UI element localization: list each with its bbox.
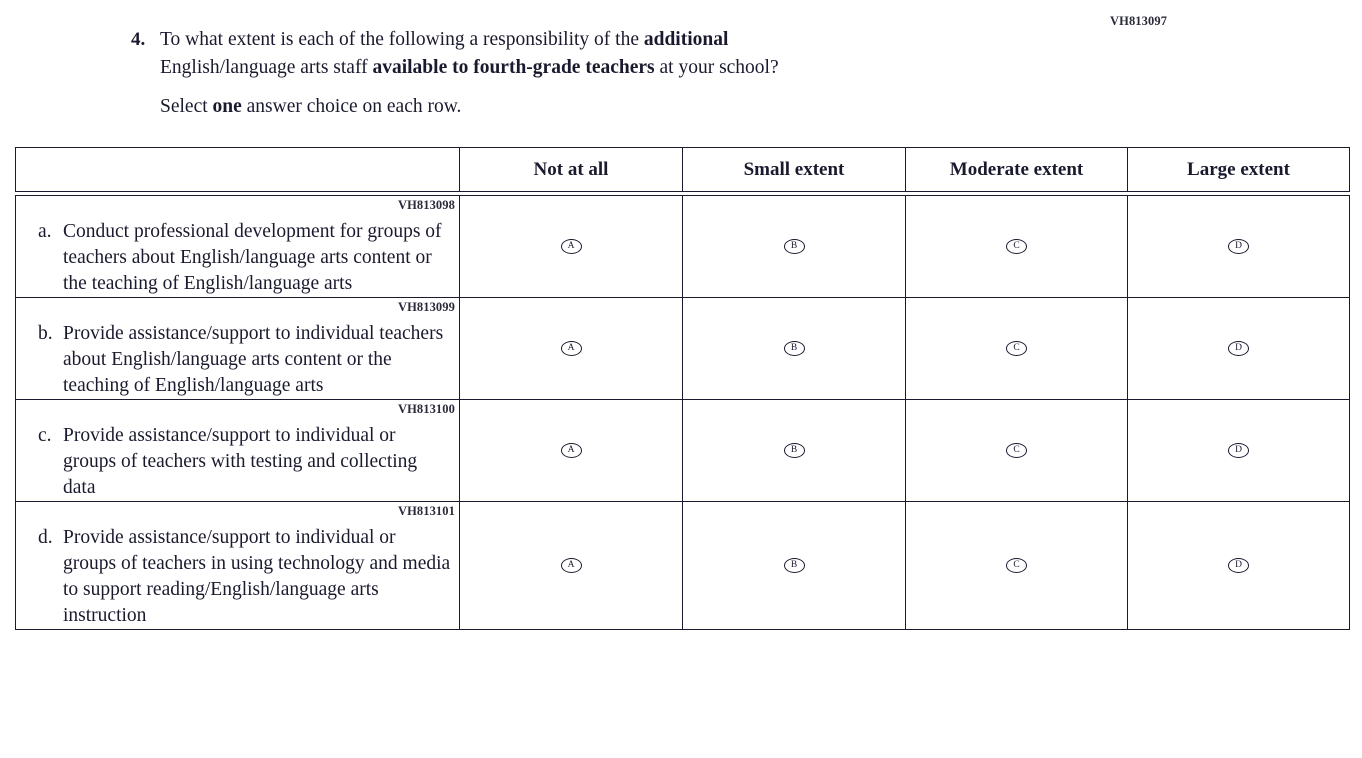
answer-option-cell-b[interactable]: B bbox=[682, 195, 906, 298]
row-item-id: VH813100 bbox=[397, 402, 455, 416]
matrix-row-stem: VH813100 c. Provide assistance/support t… bbox=[15, 399, 460, 502]
table-row: VH813099 b. Provide assistance/support t… bbox=[15, 297, 1350, 400]
question-text-part3: at your school? bbox=[654, 57, 779, 78]
answer-option-cell-d[interactable]: D bbox=[1127, 399, 1350, 502]
row-letter: a. bbox=[38, 221, 52, 242]
answer-bubble-d[interactable]: D bbox=[1228, 558, 1249, 574]
row-stem-body: c. Provide assistance/support to individ… bbox=[16, 400, 459, 501]
row-stem-body: a. Conduct professional development for … bbox=[16, 196, 459, 297]
row-stem-body: d. Provide assistance/support to individ… bbox=[16, 502, 459, 629]
row-item-id: VH813101 bbox=[397, 504, 455, 518]
matrix-row-stem: VH813099 b. Provide assistance/support t… bbox=[15, 297, 460, 400]
matrix-header-not-at-all: Not at all bbox=[459, 147, 683, 192]
matrix-row-stem: VH813101 d. Provide assistance/support t… bbox=[15, 501, 460, 630]
row-item-id: VH813099 bbox=[397, 300, 455, 314]
question-text: To what extent is each of the following … bbox=[160, 26, 1131, 82]
answer-bubble-a[interactable]: A bbox=[560, 443, 582, 459]
matrix-header-small-extent: Small extent bbox=[682, 147, 906, 192]
matrix-header-large-extent: Large extent bbox=[1127, 147, 1350, 192]
matrix-header-stem bbox=[15, 147, 460, 192]
row-item-id: VH813098 bbox=[397, 198, 455, 212]
answer-option-cell-a[interactable]: A bbox=[459, 195, 683, 298]
question-emphasis-additional: additional bbox=[643, 29, 729, 50]
row-stem-body: b. Provide assistance/support to individ… bbox=[16, 298, 459, 399]
answer-option-cell-a[interactable]: A bbox=[459, 501, 683, 630]
table-row: VH813100 c. Provide assistance/support t… bbox=[15, 399, 1350, 502]
table-row: VH813101 d. Provide assistance/support t… bbox=[15, 501, 1350, 630]
matrix-row-stem: VH813098 a. Conduct professional develop… bbox=[15, 195, 460, 298]
matrix-header-rule-cell bbox=[459, 191, 683, 196]
answer-bubble-d[interactable]: D bbox=[1228, 341, 1249, 357]
instruction-part1: Select bbox=[160, 96, 213, 117]
answer-bubble-c[interactable]: C bbox=[1006, 341, 1027, 357]
answer-option-cell-a[interactable]: A bbox=[459, 297, 683, 400]
answer-option-cell-c[interactable]: C bbox=[905, 501, 1128, 630]
row-stem-text: Provide assistance/support to individual… bbox=[63, 527, 451, 626]
matrix-header: Not at all Small extent Moderate extent … bbox=[15, 147, 1350, 196]
answer-bubble-d[interactable]: D bbox=[1228, 239, 1249, 255]
answer-option-cell-a[interactable]: A bbox=[459, 399, 683, 502]
question-line: 4. To what extent is each of the followi… bbox=[131, 26, 1131, 82]
row-letter: d. bbox=[38, 527, 53, 548]
response-matrix: Not at all Small extent Moderate extent … bbox=[15, 147, 1350, 630]
answer-bubble-c[interactable]: C bbox=[1006, 239, 1027, 255]
row-stem-text: Provide assistance/support to individual… bbox=[63, 323, 444, 396]
answer-bubble-b[interactable]: B bbox=[783, 239, 805, 255]
question-instruction: Select one answer choice on each row. bbox=[160, 93, 1131, 121]
answer-option-cell-b[interactable]: B bbox=[682, 399, 906, 502]
matrix-table: Not at all Small extent Moderate extent … bbox=[15, 147, 1350, 630]
matrix-header-row: Not at all Small extent Moderate extent … bbox=[15, 147, 1350, 192]
row-stem-text: Conduct professional development for gro… bbox=[63, 221, 442, 294]
question-number: 4. bbox=[131, 29, 146, 50]
instruction-emphasis-one: one bbox=[212, 96, 242, 117]
instruction-part2: answer choice on each row. bbox=[241, 96, 462, 117]
answer-option-cell-c[interactable]: C bbox=[905, 399, 1128, 502]
matrix-header-rule-cell bbox=[15, 191, 460, 196]
matrix-body: VH813098 a. Conduct professional develop… bbox=[15, 195, 1350, 630]
answer-option-cell-b[interactable]: B bbox=[682, 297, 906, 400]
answer-bubble-a[interactable]: A bbox=[560, 341, 582, 357]
answer-bubble-b[interactable]: B bbox=[783, 443, 805, 459]
answer-option-cell-c[interactable]: C bbox=[905, 297, 1128, 400]
question-text-part2: English/language arts staff bbox=[160, 57, 373, 78]
answer-option-cell-d[interactable]: D bbox=[1127, 195, 1350, 298]
answer-bubble-a[interactable]: A bbox=[560, 558, 582, 574]
matrix-header-rule bbox=[15, 191, 1350, 196]
answer-option-cell-b[interactable]: B bbox=[682, 501, 906, 630]
answer-option-cell-c[interactable]: C bbox=[905, 195, 1128, 298]
page-item-id: VH813097 bbox=[1110, 14, 1168, 28]
answer-bubble-a[interactable]: A bbox=[560, 239, 582, 255]
answer-option-cell-d[interactable]: D bbox=[1127, 297, 1350, 400]
answer-bubble-b[interactable]: B bbox=[783, 558, 805, 574]
answer-option-cell-d[interactable]: D bbox=[1127, 501, 1350, 630]
row-letter: c. bbox=[38, 425, 52, 446]
answer-bubble-b[interactable]: B bbox=[783, 341, 805, 357]
question-emphasis-audience: available to fourth-grade teachers bbox=[372, 57, 655, 78]
answer-bubble-d[interactable]: D bbox=[1228, 443, 1249, 459]
answer-bubble-c[interactable]: C bbox=[1006, 443, 1027, 459]
row-letter: b. bbox=[38, 323, 53, 344]
matrix-header-moderate-extent: Moderate extent bbox=[905, 147, 1128, 192]
matrix-header-rule-cell bbox=[682, 191, 906, 196]
question-block: 4. To what extent is each of the followi… bbox=[131, 26, 1131, 121]
question-text-part1: To what extent is each of the following … bbox=[160, 29, 644, 50]
matrix-header-rule-cell bbox=[905, 191, 1128, 196]
table-row: VH813098 a. Conduct professional develop… bbox=[15, 195, 1350, 298]
row-stem-text: Provide assistance/support to individual… bbox=[63, 425, 418, 498]
matrix-header-rule-cell bbox=[1127, 191, 1350, 196]
answer-bubble-c[interactable]: C bbox=[1006, 558, 1027, 574]
